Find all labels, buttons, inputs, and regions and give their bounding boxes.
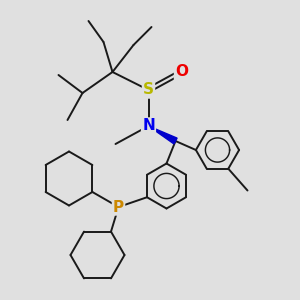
Polygon shape <box>148 126 177 144</box>
Text: O: O <box>175 64 188 80</box>
Text: N: N <box>142 118 155 134</box>
Text: P: P <box>113 200 124 214</box>
Text: S: S <box>143 82 154 98</box>
